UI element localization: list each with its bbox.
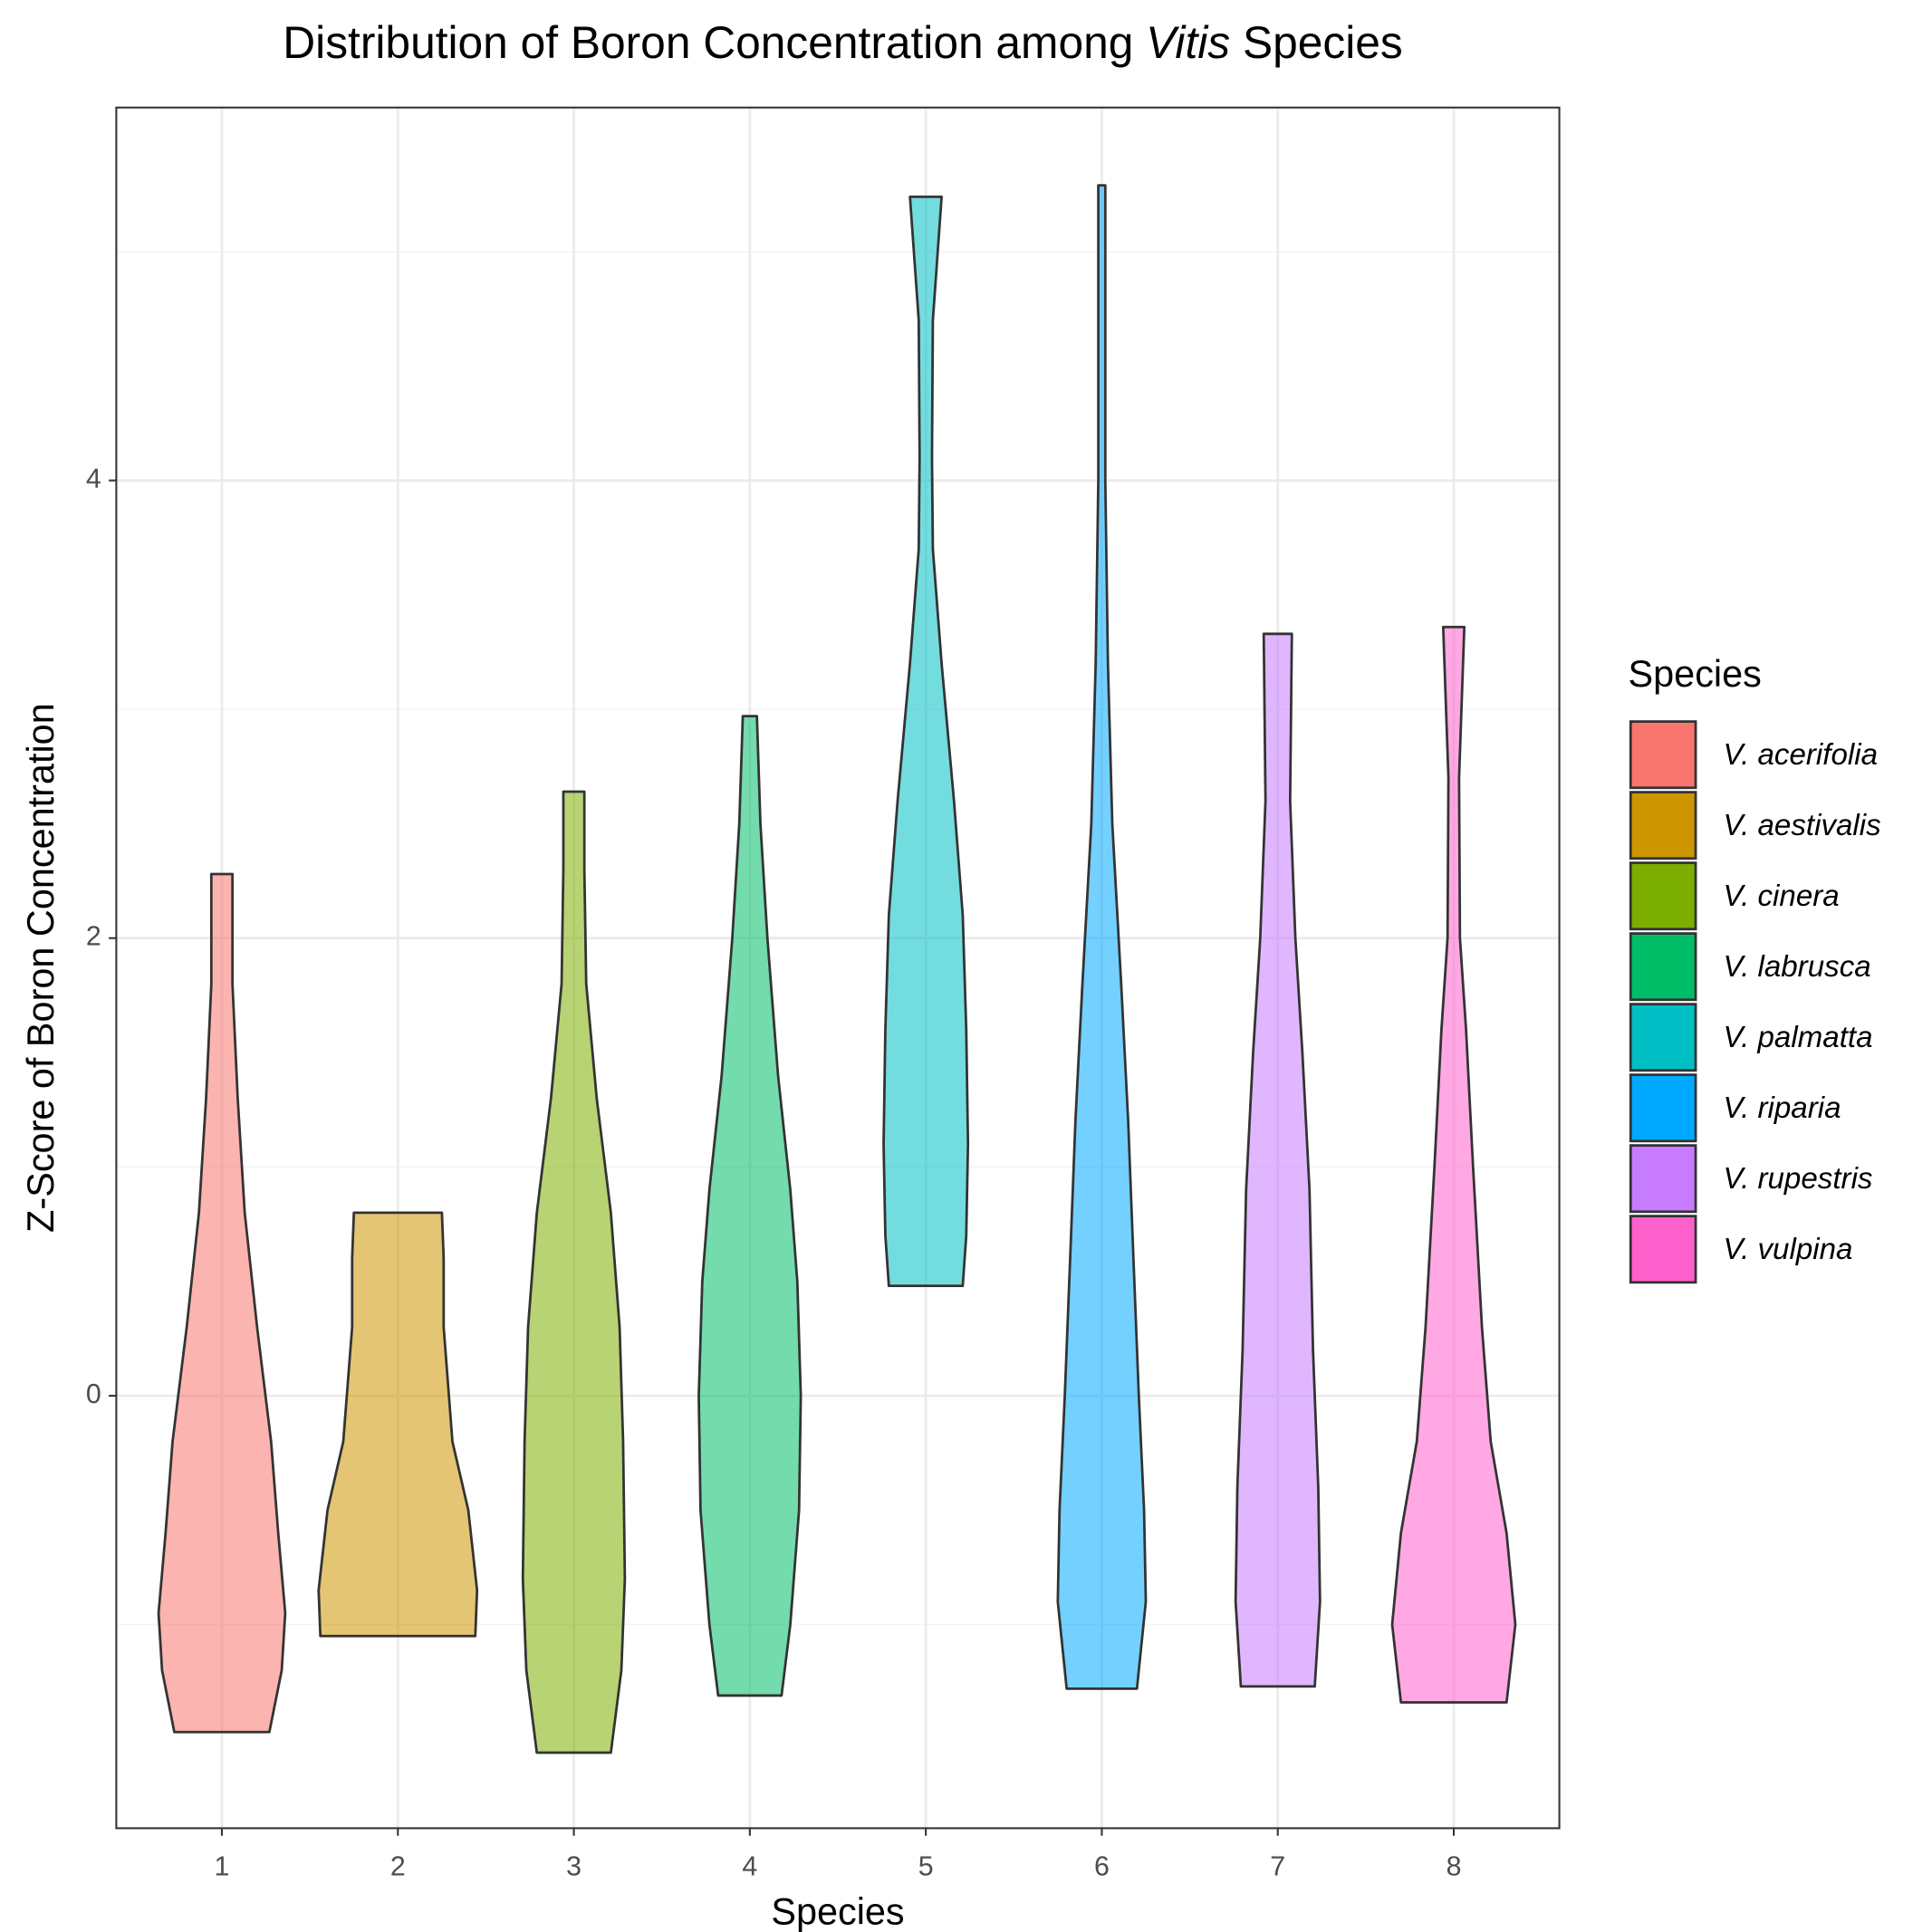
violin [317, 1211, 479, 1638]
violin [521, 790, 627, 1754]
x-tick-label: 5 [918, 1852, 934, 1882]
legend-key [1629, 791, 1697, 860]
legend-label: V. aestivalis [1723, 809, 1880, 842]
legend-title: Species [1629, 653, 1762, 695]
x-tick-label: 8 [1447, 1852, 1462, 1882]
violin [157, 872, 287, 1734]
legend-key [1629, 720, 1697, 790]
violin [697, 715, 803, 1697]
chart-title: Distribution of Boron Concentration amon… [283, 17, 1402, 68]
legend-key [1629, 932, 1697, 1002]
x-tick-label: 4 [742, 1852, 757, 1882]
x-tick-label: 1 [215, 1852, 230, 1882]
legend-label: V. labrusca [1723, 950, 1870, 984]
legend-key [1629, 1144, 1697, 1214]
violin [882, 195, 970, 1288]
y-tick-label: 2 [86, 922, 101, 952]
violin [1234, 632, 1322, 1688]
legend-label: V. cinera [1723, 879, 1839, 913]
legend-key [1629, 861, 1697, 931]
title-part: Distribution of Boron Concentration amon… [283, 17, 1146, 68]
title-part: Species [1230, 17, 1403, 68]
legend-label: V. rupestris [1723, 1162, 1872, 1196]
violin [1056, 184, 1148, 1690]
violin [1390, 625, 1517, 1704]
legend-label: V. riparia [1723, 1091, 1841, 1125]
x-tick-label: 2 [390, 1852, 406, 1882]
legend-label: V. palmatta [1723, 1021, 1872, 1054]
x-tick-label: 6 [1094, 1852, 1110, 1882]
y-axis-title: Z-Score of Boron Concentration [20, 703, 62, 1233]
x-tick-label: 7 [1270, 1852, 1285, 1882]
y-tick-label: 0 [86, 1379, 101, 1409]
y-tick-label: 4 [86, 465, 101, 495]
x-tick-label: 3 [566, 1852, 582, 1882]
legend-key [1629, 1073, 1697, 1143]
x-axis-title: Species [771, 1891, 904, 1932]
legend-key [1629, 1003, 1697, 1072]
legend-label: V. vulpina [1723, 1233, 1852, 1266]
panel-border [115, 106, 1561, 1830]
title-part: Vitis [1146, 17, 1230, 68]
legend-label: V. acerifolia [1723, 738, 1878, 772]
legend-key [1629, 1215, 1697, 1284]
